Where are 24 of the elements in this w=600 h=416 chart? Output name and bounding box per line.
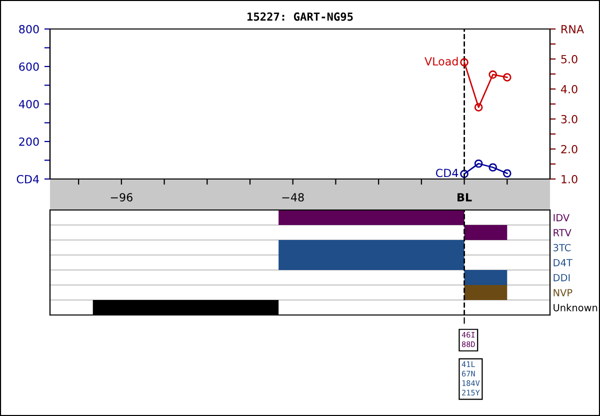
y-tick-label: 800 xyxy=(19,24,39,34)
y-tick-label: DDI xyxy=(554,274,570,282)
x-tick-label: −48 xyxy=(282,193,304,202)
y-tick-label: IDV xyxy=(554,214,570,222)
y2-tick-label: 2.0 xyxy=(561,144,578,154)
y-tick-label: 400 xyxy=(18,100,39,108)
y2-tick-label: 4.0 xyxy=(560,84,578,94)
series-label: VLoad xyxy=(424,56,458,66)
series-label: CD4 xyxy=(436,168,458,178)
y-tick-label: NVP xyxy=(554,289,572,296)
y-tick-label: 3TC xyxy=(554,244,571,252)
x-tick-label: BL xyxy=(458,193,472,202)
y-tick-label: 600 xyxy=(19,62,39,71)
y2-tick-label: 1.0 xyxy=(562,174,578,184)
y2-tick-label: 3.0 xyxy=(561,114,578,124)
x-tick-label: −96 xyxy=(110,193,132,202)
chart-title: 15227: GART-NG95 xyxy=(248,12,353,21)
y-tick-label: 200 xyxy=(19,137,39,146)
y-tick-label: RTV xyxy=(554,229,572,236)
y2-tick-label: 5.0 xyxy=(561,54,578,64)
y-tick-label: Unknown xyxy=(554,304,598,312)
y2-tick-label: RNA xyxy=(562,25,584,34)
y-tick-label: D4T xyxy=(554,259,572,266)
y-tick-label: CD4 xyxy=(16,174,39,184)
